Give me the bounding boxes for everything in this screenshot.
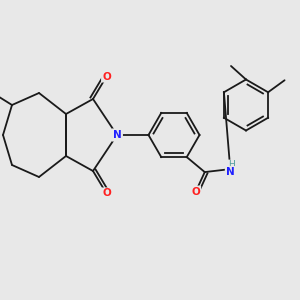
Text: H: H: [228, 160, 235, 169]
Text: O: O: [102, 188, 111, 199]
Text: O: O: [102, 71, 111, 82]
Text: N: N: [226, 167, 235, 177]
Text: N: N: [112, 130, 122, 140]
Text: O: O: [191, 187, 200, 196]
